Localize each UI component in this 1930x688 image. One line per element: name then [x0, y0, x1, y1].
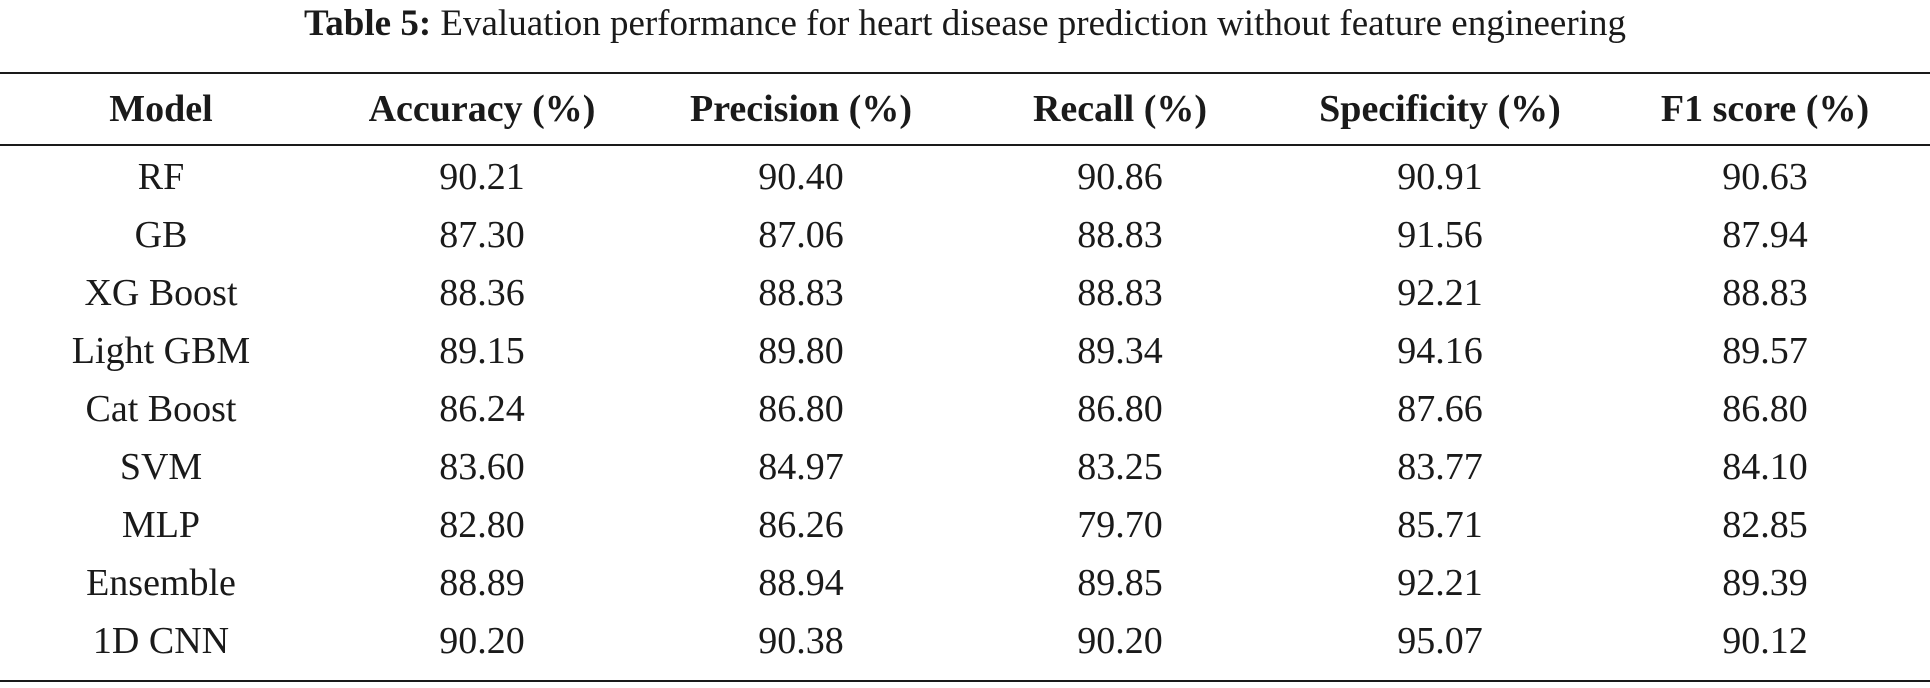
specificity-cell: 90.91 [1397, 156, 1483, 198]
table-row: MLP 82.80 86.26 79.70 85.71 82.85 [0, 496, 1930, 554]
precision-cell: 88.83 [758, 272, 844, 314]
precision-cell: 87.06 [758, 214, 844, 256]
model-cell: RF [137, 156, 185, 198]
precision-cell: 86.26 [758, 504, 844, 546]
model-cell: Cat Boost [85, 388, 237, 430]
specificity-cell: 94.16 [1397, 330, 1483, 372]
accuracy-cell: 88.89 [439, 562, 525, 604]
specificity-cell: 85.71 [1397, 504, 1483, 546]
recall-cell: 79.70 [1077, 504, 1163, 546]
model-cell: Ensemble [86, 562, 236, 604]
table-row: Light GBM 89.15 89.80 89.34 94.16 89.57 [0, 322, 1930, 380]
recall-cell: 86.80 [1077, 388, 1163, 430]
caption-label: Table 5: [304, 3, 432, 44]
accuracy-cell: 86.24 [439, 388, 525, 430]
table-row: GB 87.30 87.06 88.83 91.56 87.94 [0, 206, 1930, 264]
header-f1-score: F1 score (%) [1660, 88, 1870, 130]
header-specificity: Specificity (%) [1319, 88, 1561, 130]
model-cell: GB [134, 214, 188, 256]
header-rule [0, 144, 1930, 146]
precision-cell: 90.38 [758, 620, 844, 662]
top-rule [0, 72, 1930, 74]
model-cell: MLP [121, 504, 201, 546]
recall-cell: 83.25 [1077, 446, 1163, 488]
accuracy-cell: 88.36 [439, 272, 525, 314]
specificity-cell: 92.21 [1397, 272, 1483, 314]
results-table: Model Accuracy (%) Precision (%) Recall … [0, 74, 1930, 670]
table-row: Ensemble 88.89 88.94 89.85 92.21 89.39 [0, 554, 1930, 612]
accuracy-cell: 90.21 [439, 156, 525, 198]
f1-score-cell: 88.83 [1722, 272, 1808, 314]
specificity-cell: 83.77 [1397, 446, 1483, 488]
accuracy-cell: 89.15 [439, 330, 525, 372]
model-cell: SVM [119, 446, 203, 488]
accuracy-cell: 87.30 [439, 214, 525, 256]
recall-cell: 90.20 [1077, 620, 1163, 662]
f1-score-cell: 89.57 [1722, 330, 1808, 372]
precision-cell: 90.40 [758, 156, 844, 198]
specificity-cell: 91.56 [1397, 214, 1483, 256]
precision-cell: 86.80 [758, 388, 844, 430]
f1-score-cell: 86.80 [1722, 388, 1808, 430]
f1-score-cell: 87.94 [1722, 214, 1808, 256]
precision-cell: 84.97 [758, 446, 844, 488]
f1-score-cell: 90.63 [1722, 156, 1808, 198]
f1-score-cell: 90.12 [1722, 620, 1808, 662]
caption-text: Evaluation performance for heart disease… [440, 3, 1626, 44]
bottom-rule [0, 680, 1930, 682]
model-cell: Light GBM [71, 330, 251, 372]
recall-cell: 89.34 [1077, 330, 1163, 372]
header-recall: Recall (%) [1032, 88, 1208, 130]
table-caption: Table 5: Evaluation performance for hear… [0, 2, 1930, 46]
table-row: 1D CNN 90.20 90.38 90.20 95.07 90.12 [0, 612, 1930, 670]
accuracy-cell: 83.60 [439, 446, 525, 488]
model-cell: 1D CNN [92, 620, 230, 662]
table-row: RF 90.21 90.40 90.86 90.91 90.63 [0, 144, 1930, 206]
table-row: XG Boost 88.36 88.83 88.83 92.21 88.83 [0, 264, 1930, 322]
precision-cell: 88.94 [758, 562, 844, 604]
table-row: SVM 83.60 84.97 83.25 83.77 84.10 [0, 438, 1930, 496]
f1-score-cell: 89.39 [1722, 562, 1808, 604]
header-model: Model [109, 88, 213, 130]
specificity-cell: 92.21 [1397, 562, 1483, 604]
model-cell: XG Boost [84, 272, 238, 314]
header-precision: Precision (%) [690, 88, 912, 130]
f1-score-cell: 84.10 [1722, 446, 1808, 488]
header-accuracy: Accuracy (%) [368, 88, 596, 130]
recall-cell: 89.85 [1077, 562, 1163, 604]
recall-cell: 88.83 [1077, 272, 1163, 314]
recall-cell: 88.83 [1077, 214, 1163, 256]
f1-score-cell: 82.85 [1722, 504, 1808, 546]
precision-cell: 89.80 [758, 330, 844, 372]
specificity-cell: 87.66 [1397, 388, 1483, 430]
header-row: Model Accuracy (%) Precision (%) Recall … [0, 74, 1930, 144]
accuracy-cell: 90.20 [439, 620, 525, 662]
table-row: Cat Boost 86.24 86.80 86.80 87.66 86.80 [0, 380, 1930, 438]
accuracy-cell: 82.80 [439, 504, 525, 546]
recall-cell: 90.86 [1077, 156, 1163, 198]
specificity-cell: 95.07 [1397, 620, 1483, 662]
